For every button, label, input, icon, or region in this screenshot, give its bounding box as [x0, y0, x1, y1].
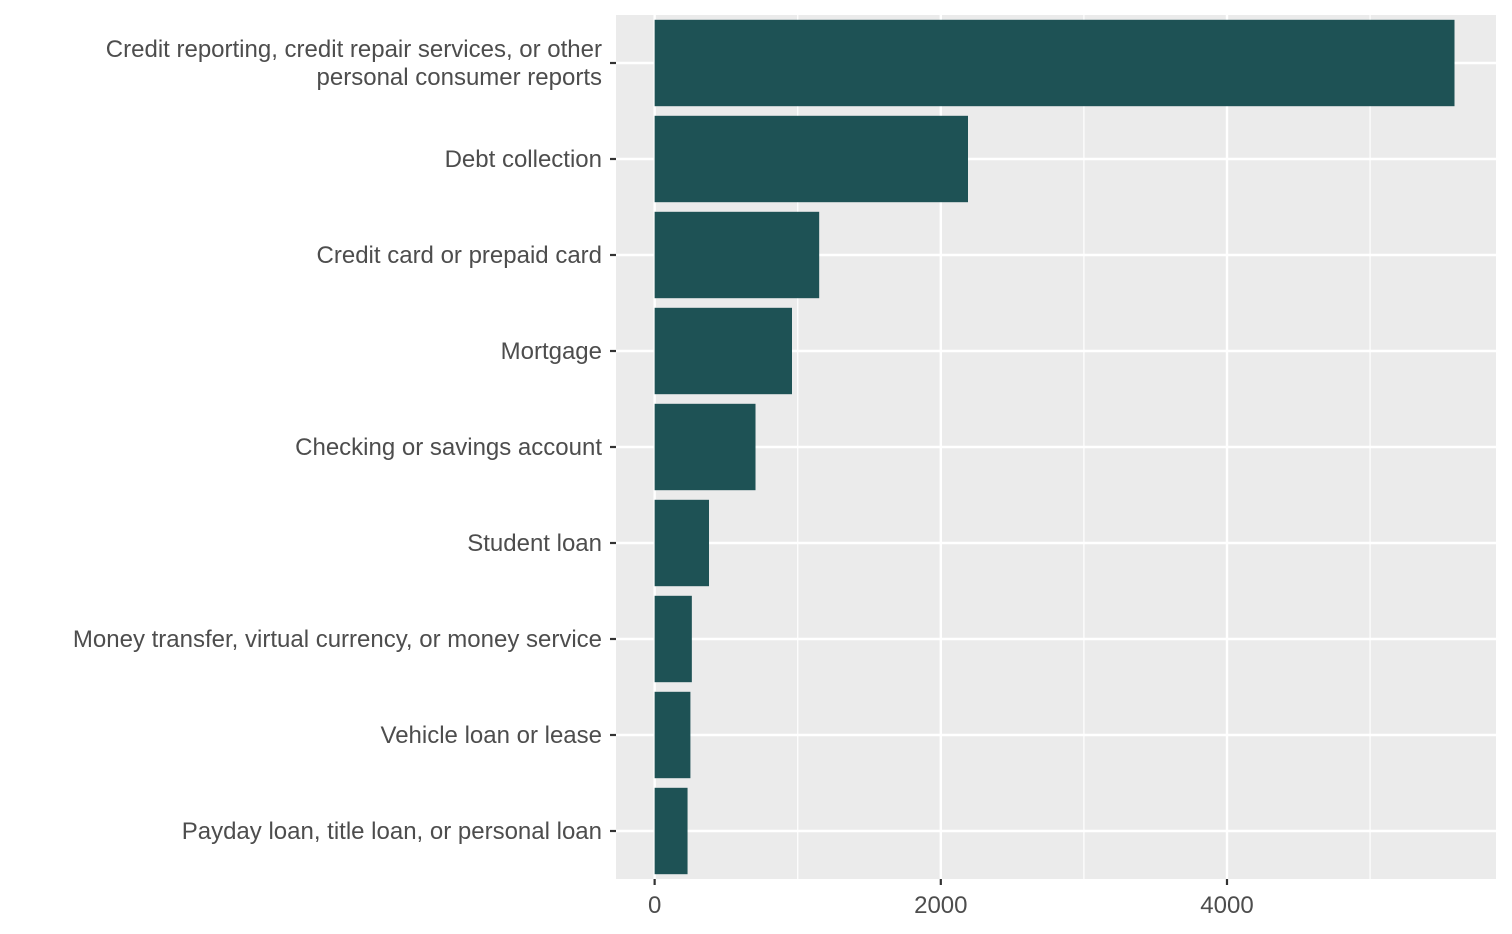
bar: [654, 499, 710, 587]
bars: [654, 19, 1455, 875]
x-tick-label: 4000: [1200, 892, 1253, 919]
bar: [654, 307, 792, 395]
y-axis: Credit reporting, credit repair services…: [73, 36, 616, 845]
x-tick-label: 2000: [914, 892, 967, 919]
y-tick-label: Vehicle loan or lease: [381, 722, 602, 749]
x-tick-label: 0: [648, 892, 661, 919]
y-tick-label: Checking or savings account: [295, 434, 602, 461]
y-tick-label: Payday loan, title loan, or personal loa…: [182, 818, 602, 845]
bar: [654, 115, 968, 203]
y-tick-label: Money transfer, virtual currency, or mon…: [73, 626, 602, 653]
bar: [654, 211, 820, 299]
bar: [654, 787, 688, 875]
y-tick-label: Student loan: [467, 530, 602, 557]
bar: [654, 595, 692, 683]
y-tick-label: Credit card or prepaid card: [317, 242, 602, 269]
y-tick-label: Credit reporting, credit repair services…: [106, 36, 602, 91]
bar: [654, 691, 691, 779]
bar: [654, 19, 1455, 107]
y-tick-label: Debt collection: [445, 146, 602, 173]
bar: [654, 403, 756, 491]
y-tick-label: Mortgage: [501, 338, 602, 365]
x-axis: 0 2000 4000: [648, 879, 1254, 919]
